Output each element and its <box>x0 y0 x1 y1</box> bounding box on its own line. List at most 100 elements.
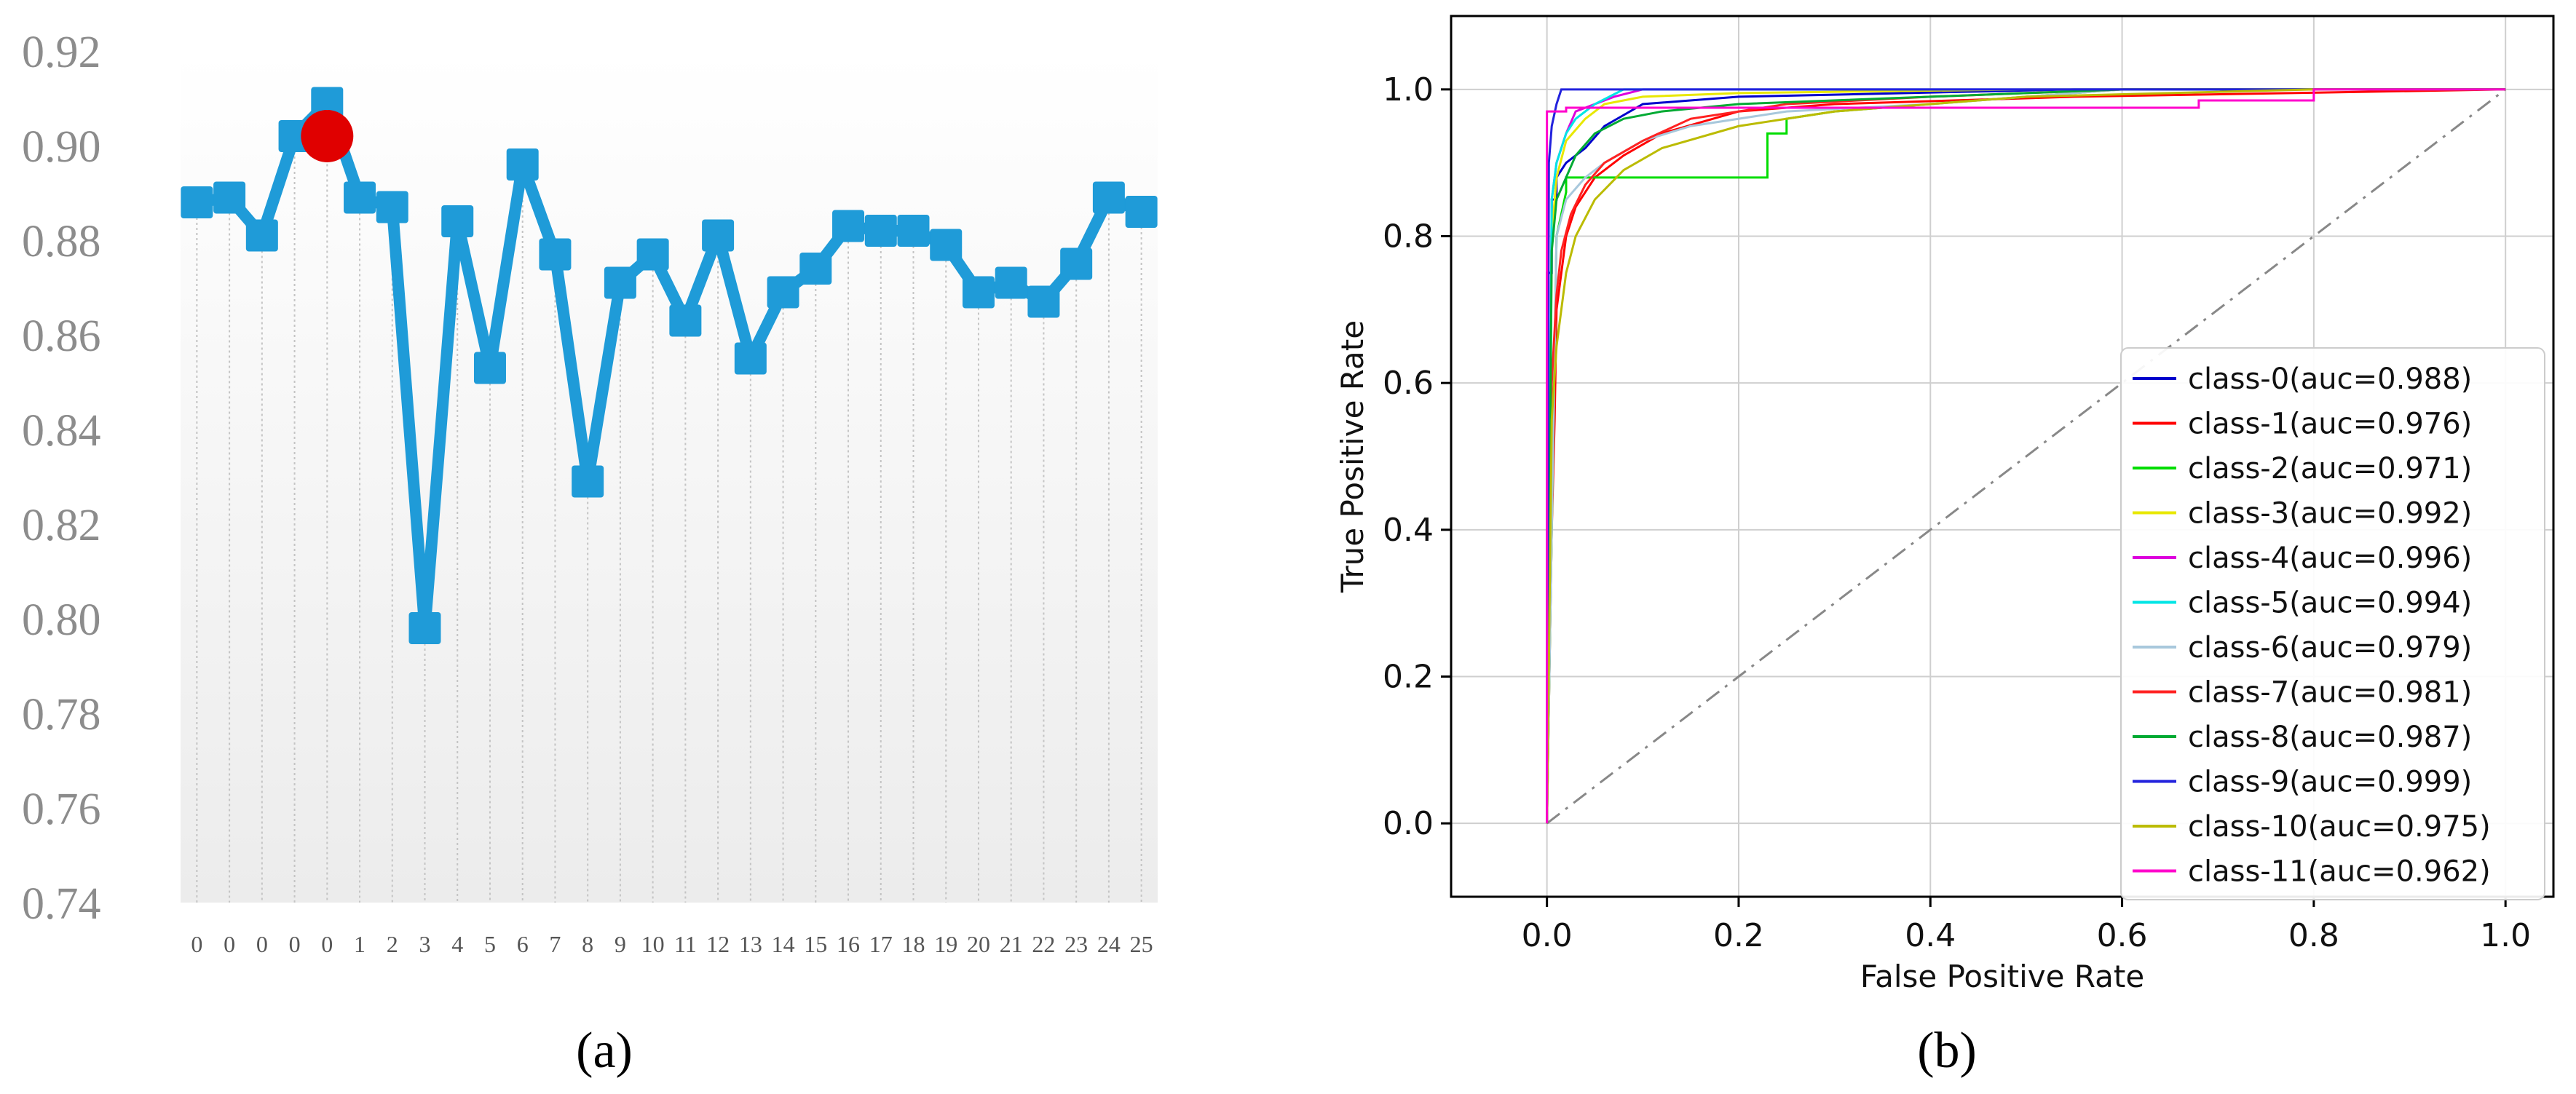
panel-a-data-point <box>669 304 702 337</box>
panel-b-chance-diagonal <box>1546 88 2507 825</box>
panel-a-y-tick-label: 0.76 <box>22 785 101 834</box>
panel-b-label: (b) <box>1917 1023 1977 1079</box>
panel-b-roc-curve-class-3 <box>1546 88 2506 824</box>
panel-a-x-tick-label: 8 <box>582 931 593 957</box>
panel-a-data-point <box>897 215 930 247</box>
panel-a-y-tick-label: 0.90 <box>22 122 101 172</box>
panel-a-y-tick-label: 0.82 <box>22 501 101 550</box>
panel-a-x-tick-label: 3 <box>419 931 431 957</box>
panel-a-x-tick-label: 0 <box>191 931 202 957</box>
panel-b-roc-curve-class-11 <box>1546 88 2506 824</box>
panel-a-x-tick-label: 9 <box>615 931 626 957</box>
panel-a-data-point <box>408 612 441 644</box>
panel-b-y-ticks: 0.0 0.2 0.4 0.6 0.8 1.0 <box>1383 71 1451 842</box>
panel-a-x-tick-label: 24 <box>1097 931 1121 957</box>
panel-b-legend-entry: class-3(auc=0.992) <box>2188 497 2472 531</box>
panel-a-data-point <box>832 210 865 242</box>
panel-a-x-tick-label: 0 <box>256 931 268 957</box>
panel-a-data-point <box>344 181 376 214</box>
panel-a-x-tick-label: 16 <box>837 931 860 957</box>
panel-a-data-point <box>636 238 669 271</box>
panel-a-x-tick-label: 11 <box>674 931 697 957</box>
panel-b-legend-entry: class-11(auc=0.962) <box>2188 855 2491 889</box>
panel-a-x-tick-label: 12 <box>706 931 730 957</box>
panel-a-x-tick-label: 6 <box>517 931 529 957</box>
panel-b-legend-entry: class-5(auc=0.994) <box>2188 587 2472 620</box>
panel-a-label: (a) <box>576 1023 633 1079</box>
panel-a-y-tick-label: 0.74 <box>22 879 101 929</box>
panel-b-roc-curve-class-8 <box>1546 88 2506 824</box>
panel-b-y-tick-label: 0.4 <box>1383 512 1434 549</box>
panel-a-data-point <box>181 186 213 218</box>
panel-b-axes-frame <box>1450 15 2555 898</box>
panel-a-x-tick-label: 15 <box>804 931 827 957</box>
panel-b-x-tick-label: 0.8 <box>2288 917 2339 954</box>
panel-a-highlight-point <box>301 110 354 162</box>
panel-a-background <box>181 51 1158 903</box>
panel-b-legend-entry: class-2(auc=0.971) <box>2188 452 2472 485</box>
panel-a-data-point <box>1092 181 1125 214</box>
panel-b-legend-box <box>2120 347 2545 900</box>
panel-a-data-point <box>930 229 963 261</box>
panel-a-data-point <box>572 465 604 498</box>
panel-a-data-point <box>473 352 506 384</box>
panel-b-legend-entry: class-4(auc=0.996) <box>2188 542 2472 575</box>
panel-a-data-point <box>864 215 897 247</box>
panel-a-data-point <box>1125 196 1158 228</box>
panel-a-y-tick-label: 0.88 <box>22 217 101 266</box>
panel-a-x-tick-label: 4 <box>451 931 463 957</box>
panel-b-x-tick-label: 0.4 <box>1905 917 1956 954</box>
panel-b-x-tick-label: 0.0 <box>1522 917 1573 954</box>
panel-b-y-tick-label: 1.0 <box>1383 71 1434 108</box>
panel-a-x-tick-label: 7 <box>549 931 561 957</box>
panel-a-y-tick-label: 0.84 <box>22 406 101 456</box>
panel-a-x-tick-label: 0 <box>289 931 301 957</box>
panel-a-x-tick-label: 20 <box>967 931 990 957</box>
panel-b-chart: 0.0 0.2 0.4 0.6 0.8 1.0 0.0 0.2 0.4 0.6 0.8 1.0 Fa… <box>1335 15 2555 994</box>
panel-a-data-point <box>1060 247 1093 280</box>
panel-a-x-tick-label: 1 <box>354 931 366 957</box>
panel-a-y-tick-label: 0.86 <box>22 312 101 361</box>
panel-a-x-tick-label: 17 <box>869 931 893 957</box>
panel-a-gridlines <box>196 103 1142 903</box>
panel-a-data-point <box>311 87 344 119</box>
panel-b-legend-entry: class-9(auc=0.999) <box>2188 766 2472 799</box>
panel-a-x-tick-label: 14 <box>772 931 795 957</box>
panel-a-data-point <box>995 266 1027 299</box>
panel-b-roc-curve-class-10 <box>1546 88 2506 824</box>
panel-b-legend-entry: class-0(auc=0.988) <box>2188 362 2472 396</box>
panel-a-x-tick-label: 0 <box>224 931 235 957</box>
panel-a-data-point <box>213 181 246 214</box>
panel-b-y-tick-label: 0.8 <box>1383 218 1434 255</box>
panel-a-data-point <box>962 276 995 309</box>
panel-a-x-tick-label: 25 <box>1130 931 1153 957</box>
panel-b-x-tick-label: 0.2 <box>1713 917 1764 954</box>
panel-b-x-tick-label: 0.6 <box>2097 917 2148 954</box>
panel-b-y-tick-label: 0.2 <box>1383 659 1434 696</box>
panel-a-data-point <box>441 205 474 237</box>
panel-b-legend-entry: class-6(auc=0.979) <box>2188 631 2472 665</box>
panel-a-data-point <box>702 219 735 252</box>
panel-b-roc-curve-class-9 <box>1546 88 2506 824</box>
panel-a-data-point <box>245 219 278 252</box>
panel-b-legend-entry: class-10(auc=0.975) <box>2188 810 2491 844</box>
panel-a-y-tick-label: 0.92 <box>22 28 101 77</box>
panel-a-data-point <box>767 276 799 309</box>
panel-a-x-tick-label: 2 <box>387 931 398 957</box>
panel-a-x-tick-label: 21 <box>1000 931 1023 957</box>
panel-b-roc-curve-class-1 <box>1546 88 2506 824</box>
panel-b-y-tick-label: 0.0 <box>1383 805 1434 842</box>
panel-a-x-tick-label: 19 <box>934 931 957 957</box>
panel-a-x-tick-label: 13 <box>739 931 762 957</box>
panel-a-data-point <box>799 253 832 285</box>
panel-b-legend-entry: class-7(auc=0.981) <box>2188 676 2472 710</box>
panel-b-legend-entry: class-8(auc=0.987) <box>2188 721 2472 754</box>
panel-a-x-tick-label: 23 <box>1064 931 1088 957</box>
panel-a-highlight <box>301 110 354 162</box>
panel-a-y-ticks: 0.92 0.90 0.88 0.86 0.84 0.82 0.80 0.78 0.76 0.74 <box>22 28 101 929</box>
panel-a-data-point <box>539 238 572 271</box>
panel-b-roc-curves <box>1546 88 2507 825</box>
panel-a-x-tick-label: 5 <box>484 931 496 957</box>
panel-a-x-tick-label: 22 <box>1032 931 1055 957</box>
